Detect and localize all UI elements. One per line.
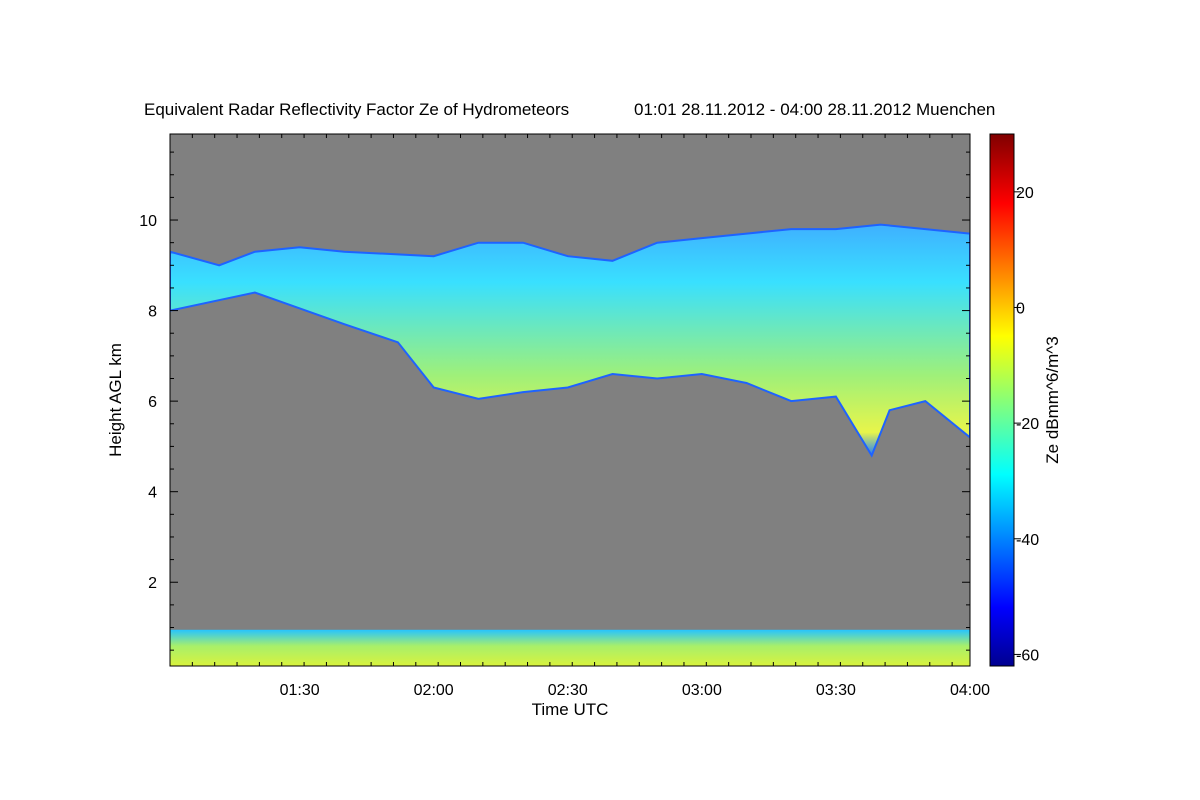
plot-background <box>170 134 970 666</box>
x-ticks: 01:30 02:00 02:30 03:00 03:30 04:00 <box>169 134 990 699</box>
x-axis-title: Time UTC <box>532 700 609 719</box>
colorbar <box>989 133 1015 667</box>
colorbar-tick-label: -60 <box>1016 647 1039 664</box>
x-tick-label: 01:30 <box>280 682 320 699</box>
x-tick-label: 02:00 <box>414 682 454 699</box>
heatmap-layer <box>170 223 970 666</box>
colorbar-tick-label: -20 <box>1016 416 1039 433</box>
chart-title: Equivalent Radar Reflectivity Factor Ze … <box>144 100 569 119</box>
colorbar-tick-label: 0 <box>1016 300 1025 317</box>
colorbar-ticks: 20 0 -20 -40 -60 <box>1014 185 1039 664</box>
y-axis-title: Height AGL km <box>106 343 125 457</box>
y-tick-label: 4 <box>148 485 157 502</box>
x-tick-label: 04:00 <box>950 682 990 699</box>
y-tick-label: 10 <box>139 213 157 230</box>
chart-subtitle: 01:01 28.11.2012 - 04:00 28.11.2012 Muen… <box>634 100 995 119</box>
colorbar-tick-label: 20 <box>1016 185 1034 202</box>
y-ticks: 2 4 6 8 10 <box>139 151 970 651</box>
plot-frame <box>169 133 971 667</box>
x-tick-label: 02:30 <box>548 682 588 699</box>
y-tick-label: 8 <box>148 304 157 321</box>
region-boundary-layer <box>170 629 970 666</box>
y-tick-label: 2 <box>148 575 157 592</box>
y-tick-label: 6 <box>148 394 157 411</box>
colorbar-tick-label: -40 <box>1016 532 1039 549</box>
region-upper-cloud <box>170 223 970 458</box>
x-tick-label: 03:30 <box>816 682 856 699</box>
x-tick-label: 03:00 <box>682 682 722 699</box>
colorbar-title: Ze dBmm^6/m^3 <box>1043 336 1062 463</box>
